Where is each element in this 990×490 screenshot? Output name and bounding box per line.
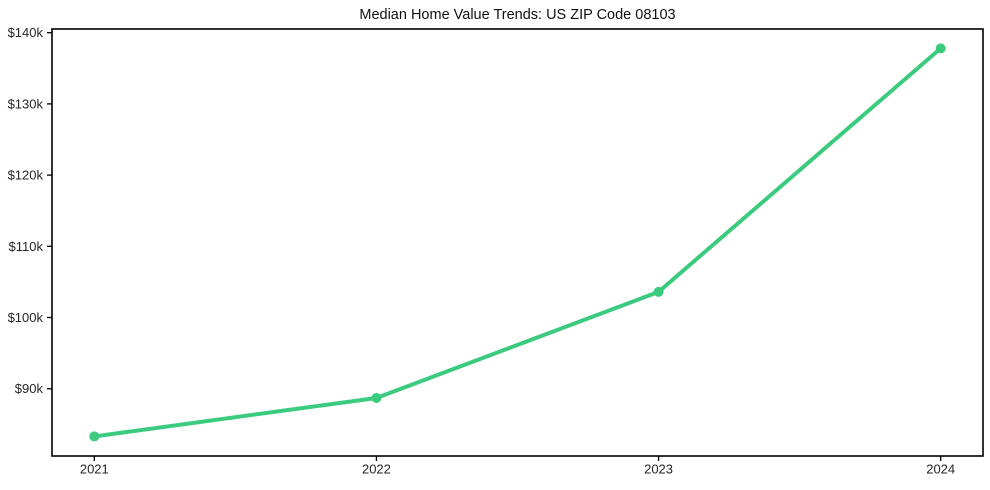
trend-line (92, 46, 943, 439)
data-point-marker (935, 43, 946, 54)
x-tick-label: 2024 (926, 462, 955, 477)
y-tick-label: $120k (8, 168, 44, 183)
plot-border (51, 28, 984, 457)
data-point-marker (653, 286, 664, 297)
y-tick-label: $100k (8, 310, 44, 325)
x-tick-label: 2021 (80, 462, 109, 477)
data-point-marker (89, 431, 100, 442)
x-tick-label: 2022 (362, 462, 391, 477)
chart-title: Median Home Value Trends: US ZIP Code 08… (359, 7, 676, 23)
data-point-marker (371, 392, 382, 403)
y-tick-label: $140k (8, 25, 44, 40)
y-tick-label: $130k (8, 96, 44, 111)
x-tick-label: 2023 (644, 462, 673, 477)
y-tick-label: $110k (9, 239, 44, 254)
y-tick-label: $90k (15, 381, 44, 396)
